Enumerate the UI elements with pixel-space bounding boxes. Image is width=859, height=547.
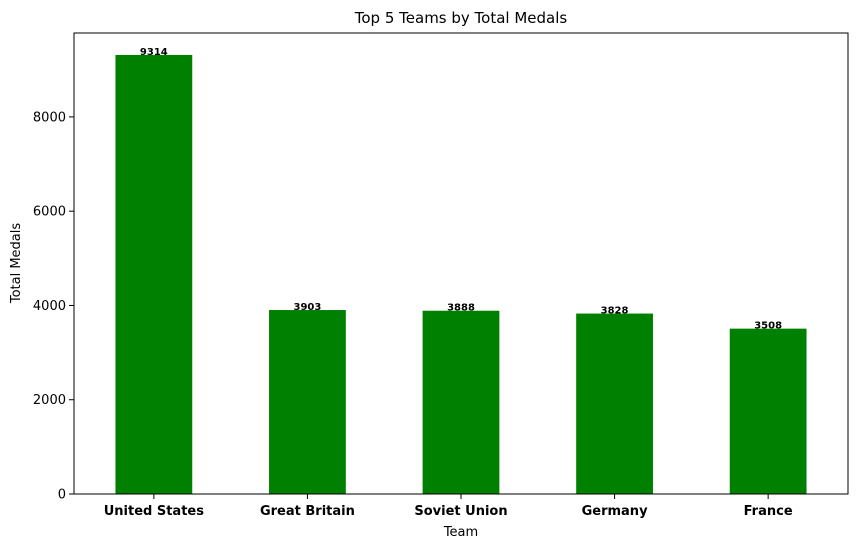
x-axis-label: Team [443, 525, 478, 540]
bar [576, 313, 653, 494]
y-axis-label: Total Medals [9, 223, 24, 305]
plot-frame [73, 32, 849, 495]
data-label: 3888 [447, 303, 475, 314]
plot-area: 0 2000 4000 6000 8000 United States 9314 Great … [33, 47, 807, 519]
y-tick-label: 2000 [33, 393, 66, 408]
data-label: 9314 [140, 47, 168, 58]
x-tick-label: Soviet Union [414, 504, 507, 519]
data-label: 3508 [754, 321, 782, 332]
chart-title: Top 5 Teams by Total Medals [354, 9, 568, 27]
y-tick-label: 8000 [33, 110, 66, 125]
y-tick-label: 4000 [33, 299, 66, 314]
x-tick-label: United States [104, 504, 205, 519]
bar [422, 310, 500, 494]
bar [269, 310, 346, 494]
x-tick-label: Germany [582, 504, 648, 519]
y-tick-label: 0 [58, 488, 66, 503]
data-label: 3903 [294, 302, 322, 313]
y-tick-label: 6000 [33, 205, 66, 220]
bar [729, 328, 807, 494]
x-tick-label: Great Britain [260, 504, 355, 519]
x-tick-label: France [744, 504, 793, 519]
data-label: 3828 [601, 306, 629, 317]
bar [115, 54, 193, 494]
